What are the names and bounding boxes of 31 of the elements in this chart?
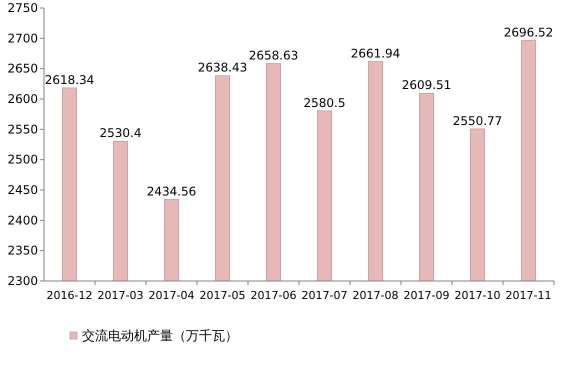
data-label: 2580.5 [304, 96, 346, 110]
data-label: 2696.52 [504, 25, 554, 40]
x-tick-label: 2017-04 [148, 289, 194, 302]
x-tick-label: 2017-06 [250, 289, 296, 302]
x-tick-label: 2017-09 [404, 289, 450, 302]
y-tick-label: 2400 [7, 213, 38, 228]
x-tick-label: 2017-10 [454, 289, 500, 302]
y-tick-label: 2550 [7, 122, 38, 136]
y-tick-label: 2600 [7, 92, 38, 106]
data-label: 2434.56 [146, 184, 196, 198]
y-tick-label: 2300 [7, 274, 38, 288]
x-tick-label: 2017-08 [352, 289, 398, 302]
x-tick-label: 2017-07 [302, 289, 348, 302]
legend-label: 交流电动机产量（万千瓦） [82, 328, 238, 344]
y-tick-label: 2450 [7, 183, 38, 197]
data-label: 2658.63 [248, 48, 298, 62]
y-tick-label: 2700 [7, 31, 38, 46]
data-label: 2618.34 [44, 72, 94, 87]
y-tick-label: 2500 [7, 152, 38, 167]
data-label: 2530.4 [100, 126, 142, 140]
y-tick-label: 2350 [7, 244, 38, 258]
y-tick-label: 2650 [7, 62, 38, 76]
data-label: 2638.43 [198, 60, 248, 75]
y-tick-label: 2750 [7, 1, 38, 15]
x-tick-label: 2017-11 [506, 289, 552, 302]
x-tick-label: 2017-03 [98, 289, 144, 302]
x-tick-label: 2017-05 [200, 289, 246, 302]
x-tick-label: 2016-12 [46, 289, 92, 302]
data-label: 2609.51 [402, 78, 452, 92]
data-label: 2550.77 [452, 114, 502, 128]
data-label: 2661.94 [350, 46, 400, 60]
